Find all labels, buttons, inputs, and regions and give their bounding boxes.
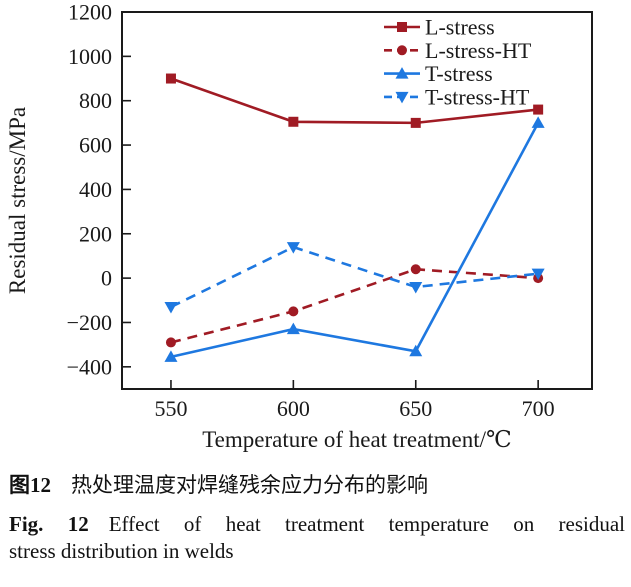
legend-marker-l-stress-ht — [397, 45, 407, 56]
caption-english-line1: Fig. 12 Effect of heat treatment temperat… — [9, 511, 625, 538]
y-tick-label: 800 — [79, 88, 112, 113]
y-tick-label: 1200 — [68, 0, 112, 25]
data-point-t-stress-ht — [409, 281, 423, 294]
legend-label-l-stress-ht: L-stress-HT — [425, 38, 532, 63]
caption-chinese: 图12 热处理温度对焊缝残余应力分布的影响 — [9, 472, 625, 499]
y-tick-label: 0 — [101, 266, 112, 291]
data-point-t-stress — [286, 322, 300, 335]
x-tick-label: 600 — [277, 396, 310, 421]
data-point-l-stress — [410, 117, 421, 128]
legend-marker-t-stress — [395, 67, 409, 79]
y-tick-label: −400 — [67, 354, 112, 379]
caption-english-line2: stress distribution in welds — [9, 538, 234, 563]
caption-en-number: Fig. 12 — [9, 511, 89, 536]
data-point-t-stress — [164, 350, 178, 362]
y-tick-label: 1000 — [68, 44, 112, 69]
legend-marker-t-stress-ht — [395, 91, 409, 104]
figure-captions: 图12 热处理温度对焊缝残余应力分布的影响 Fig. 12 Effect of he… — [0, 460, 631, 565]
residual-stress-chart: −400 −200 0 200 400 600 800 1000 1200 550 600 650 70… — [5, 0, 593, 452]
caption-zh-text: 热处理温度对焊缝残余应力分布的影响 — [71, 473, 428, 497]
legend-label-t-stress-ht: T-stress-HT — [425, 84, 530, 109]
data-point-t-stress-ht — [286, 242, 300, 254]
data-point-l-stress — [165, 73, 176, 84]
plot-frame — [121, 11, 593, 390]
y-tick-label: −200 — [67, 310, 112, 335]
y-tick-label: 600 — [79, 133, 112, 158]
legend-label-t-stress: T-stress — [425, 61, 493, 86]
x-axis-label: Temperature of heat treatment/℃ — [202, 427, 512, 452]
y-tick-label: 200 — [79, 221, 112, 246]
legend-marker-l-stress — [397, 22, 407, 32]
data-point-t-stress-ht — [531, 268, 545, 281]
data-point-l-stress-ht — [165, 337, 176, 348]
data-point-l-stress-ht — [410, 264, 421, 275]
caption-en-text-line1: Effect of heat treatment temperature on … — [108, 511, 625, 536]
y-axis-label: Residual stress/MPa — [5, 107, 30, 294]
caption-zh-number: 图12 — [9, 473, 51, 497]
series-line-t-stress — [170, 122, 540, 359]
series-line-l-stress — [170, 77, 539, 125]
y-tick-label: 400 — [79, 177, 112, 202]
data-point-l-stress-ht — [288, 306, 299, 317]
data-point-l-stress — [533, 104, 544, 115]
x-tick-label: 550 — [154, 396, 187, 421]
data-point-t-stress — [531, 116, 545, 128]
series-line-t-stress-ht — [170, 245, 539, 309]
data-point-t-stress — [409, 344, 423, 357]
x-tick-label: 700 — [522, 396, 555, 421]
data-point-t-stress-ht — [164, 301, 178, 314]
legend-label-l-stress: L-stress — [425, 15, 495, 40]
x-tick-label: 650 — [399, 396, 432, 421]
series-line-l-stress-ht — [170, 267, 539, 344]
data-point-l-stress — [288, 116, 299, 127]
